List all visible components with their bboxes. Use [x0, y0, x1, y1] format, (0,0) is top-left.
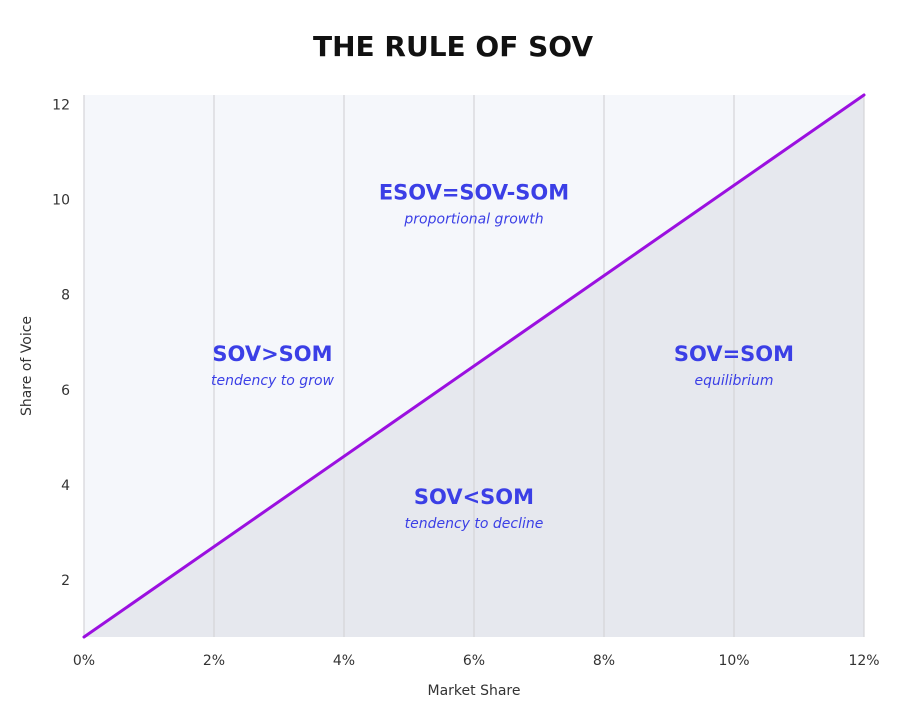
- chart-title: THE RULE OF SOV: [313, 30, 593, 63]
- x-tick-label: 12%: [848, 653, 879, 669]
- sov-equals-som-line: [82, 93, 866, 639]
- x-tick-label: 4%: [333, 653, 355, 669]
- y-tick-label: 12: [52, 98, 70, 114]
- annotation-title: ESOV=SOV-SOM: [379, 181, 569, 205]
- annotation-subtitle: tendency to decline: [405, 516, 544, 532]
- x-tick-label: 6%: [463, 653, 485, 669]
- y-tick-label: 10: [52, 193, 70, 209]
- x-tick-label: 8%: [593, 653, 615, 669]
- y-tick-label: 2: [61, 573, 70, 589]
- annotation-title: SOV>SOM: [212, 342, 332, 366]
- y-tick-label: 8: [61, 288, 70, 304]
- x-axis-label: Market Share: [428, 683, 521, 699]
- y-tick-label: 4: [61, 478, 70, 494]
- annotation-subtitle: equilibrium: [694, 373, 773, 389]
- x-tick-label: 10%: [718, 653, 749, 669]
- annotation-subtitle: tendency to grow: [211, 373, 334, 389]
- x-tick-label: 2%: [203, 653, 225, 669]
- annotation-title: SOV=SOM: [674, 342, 794, 366]
- x-tick-label: 0%: [73, 653, 95, 669]
- annotation-subtitle: proportional growth: [403, 212, 543, 228]
- annotation-title: SOV<SOM: [414, 485, 534, 509]
- y-axis-label: Share of Voice: [19, 316, 35, 416]
- y-tick-label: 6: [61, 383, 70, 399]
